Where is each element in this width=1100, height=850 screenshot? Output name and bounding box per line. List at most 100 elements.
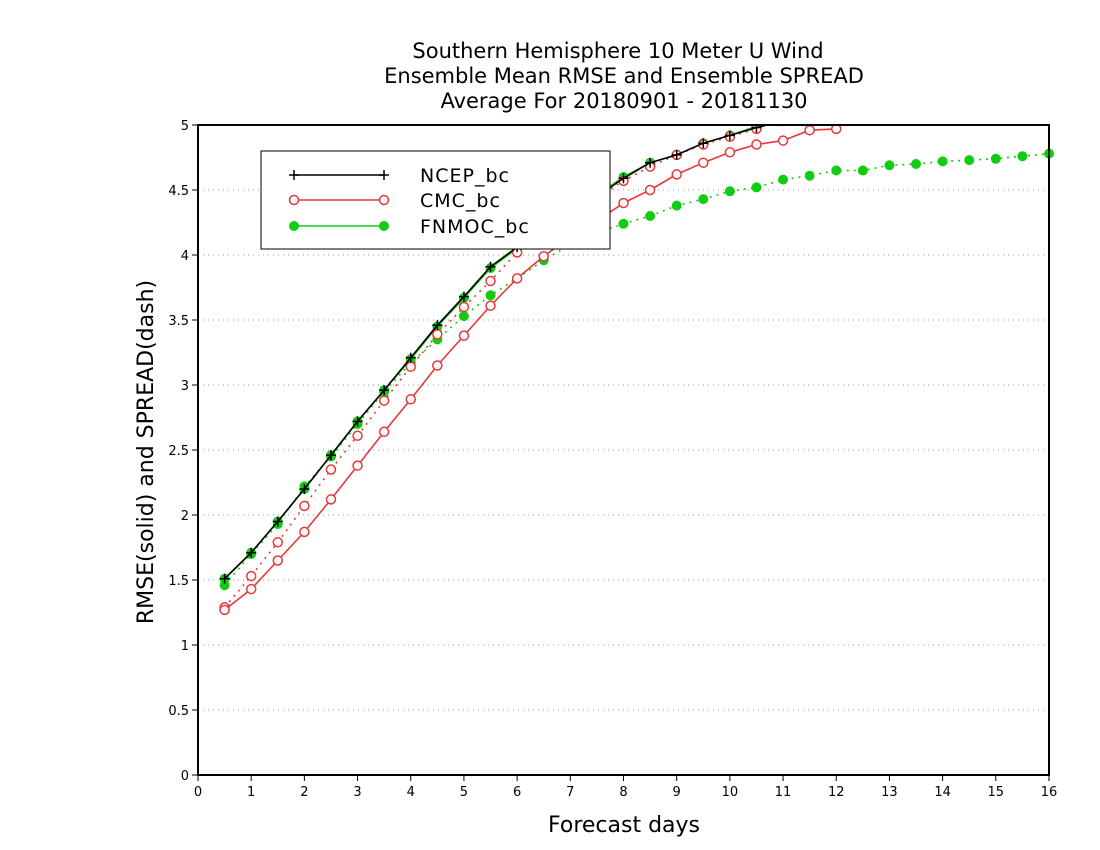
legend-marker <box>288 194 300 206</box>
y-tick-label: 1 <box>181 639 189 654</box>
cmc-bc-rmse-point <box>724 147 736 158</box>
x-tick-label: 7 <box>566 785 574 800</box>
ncep-bc-rmse-point <box>724 130 735 141</box>
ncep-bc-rmse-point <box>432 320 443 331</box>
chart-title-line-3: Average For 20180901 - 20181130 <box>440 89 807 113</box>
x-tick-label: 6 <box>513 785 521 800</box>
cmc-bc-rmse-point <box>538 251 549 262</box>
fnmoc-bc-spread-line <box>223 152 1050 586</box>
cmc-bc-spread-point <box>245 570 257 582</box>
fnmoc-bc-spread-point <box>804 170 815 181</box>
y-tick-label: 0.5 <box>168 704 189 719</box>
ncep-bc-rmse-point <box>831 104 841 114</box>
fnmoc-bc-spread-point <box>778 174 789 185</box>
ncep-bc-rmse-point <box>1044 73 1054 83</box>
cmc-bc-rmse-point <box>272 555 284 566</box>
legend-label-cmc-bc: CMC_bc <box>420 190 501 212</box>
cmc-bc-spread-point <box>458 301 470 313</box>
x-tick-label: 0 <box>194 785 202 800</box>
x-tick-label: 9 <box>673 785 681 800</box>
fnmoc-bc-spread-point <box>724 186 735 197</box>
ncep-bc-rmse-point <box>698 138 709 149</box>
cmc-bc-rmse-point <box>751 139 762 150</box>
chart-title-line-2: Ensemble Mean RMSE and Ensemble SPREAD <box>384 64 864 88</box>
fnmoc-bc-spread-point <box>831 165 842 176</box>
ncep-bc-rmse-point <box>858 99 868 109</box>
cmc-bc-spread-point <box>352 430 363 441</box>
legend-item-fnmoc-bc: FNMOC_bc <box>289 216 529 238</box>
y-tick-label: 3 <box>181 379 189 394</box>
fnmoc-bc-spread-point <box>990 153 1001 164</box>
legend-marker <box>379 170 389 180</box>
ncep-bc-rmse-point <box>246 547 257 558</box>
ncep-bc-rmse-point <box>751 125 762 133</box>
cmc-bc-rmse-point <box>432 360 443 371</box>
cmc-bc-rmse-point <box>831 125 842 135</box>
cmc-bc-spread-point <box>405 361 416 373</box>
fnmoc-bc-spread-point <box>1017 151 1028 162</box>
cmc-bc-rmse-point <box>352 460 363 471</box>
cmc-bc-rmse-point <box>378 426 390 438</box>
ncep-bc-rmse-series <box>219 73 1054 584</box>
y-axis-title: RMSE(solid) and SPREAD(dash) <box>134 280 159 624</box>
ncep-bc-rmse-point <box>379 385 390 396</box>
cmc-bc-rmse-point <box>325 494 337 505</box>
y-tick-label: 3.5 <box>168 314 189 329</box>
legend: NCEP_bc CMC_bc FNMOC_bc <box>260 150 611 250</box>
x-tick-label: 16 <box>1041 785 1058 800</box>
cmc-bc-rmse-series <box>219 125 842 616</box>
fnmoc-bc-spread-point <box>485 290 496 301</box>
cmc-bc-rmse-point <box>804 125 815 136</box>
x-tick-label: 10 <box>722 785 739 800</box>
ncep-bc-rmse-point <box>671 149 682 160</box>
ncep-bc-rmse-point <box>299 484 310 494</box>
cmc-bc-rmse-point <box>219 604 230 616</box>
ncep-bc-rmse-point <box>645 157 656 168</box>
cmc-bc-rmse-point <box>698 157 709 168</box>
ncep-bc-rmse-point <box>991 78 1001 88</box>
x-tick-label: 12 <box>828 785 845 800</box>
fnmoc-bc-spread-point <box>884 160 895 171</box>
x-axis-ticks: 0 1 2 3 4 5 6 7 8 9 10 11 12 13 14 15 16 <box>194 775 1057 800</box>
y-tick-label: 4.5 <box>168 184 189 199</box>
legend-marker <box>289 221 299 231</box>
fnmoc-bc-spread-point <box>964 155 975 166</box>
fnmoc-bc-spread-point <box>937 156 948 167</box>
x-tick-label: 11 <box>775 785 792 800</box>
y-tick-label: 5 <box>181 119 189 134</box>
x-tick-label: 2 <box>300 785 308 800</box>
x-tick-label: 4 <box>407 785 415 800</box>
ncep-bc-rmse-point <box>618 173 629 184</box>
legend-item-cmc-bc: CMC_bc <box>288 190 501 212</box>
ncep-bc-rmse-point <box>405 352 416 363</box>
y-tick-label: 2 <box>181 509 189 524</box>
cmc-bc-spread-point <box>272 537 284 548</box>
ncep-bc-rmse-point <box>458 291 469 302</box>
fnmoc-bc-spread-point <box>458 311 469 322</box>
cmc-bc-rmse-point <box>245 583 257 595</box>
x-tick-label: 8 <box>619 785 627 800</box>
ncep-bc-rmse-point <box>964 81 974 91</box>
y-tick-label: 2.5 <box>168 444 189 459</box>
ncep-bc-rmse-point <box>938 85 948 95</box>
cmc-bc-rmse-point <box>485 300 496 311</box>
gridlines <box>198 189 1049 711</box>
legend-entries: NCEP_bc CMC_bc FNMOC_bc <box>288 165 529 238</box>
cmc-bc-rmse-point <box>511 273 523 284</box>
cmc-bc-spread-point <box>485 275 496 287</box>
chart-title-line-1: Southern Hemisphere 10 Meter U Wind <box>412 39 823 63</box>
fnmoc-bc-spread-point <box>618 218 629 229</box>
fnmoc-bc-spread-point <box>645 211 656 221</box>
ncep-bc-rmse-point <box>911 89 921 99</box>
ncep-bc-rmse-point <box>325 450 336 461</box>
cmc-bc-rmse-point <box>405 394 416 405</box>
ncep-bc-rmse-point <box>272 516 283 527</box>
x-axis-title: Forecast days <box>548 813 700 838</box>
cmc-bc-rmse-point <box>618 197 629 209</box>
cmc-bc-spread-point <box>325 464 337 475</box>
x-tick-label: 1 <box>247 785 255 800</box>
cmc-bc-rmse-point <box>299 526 310 538</box>
fnmoc-bc-spread-point <box>671 200 682 211</box>
cmc-bc-rmse-point <box>777 135 789 146</box>
